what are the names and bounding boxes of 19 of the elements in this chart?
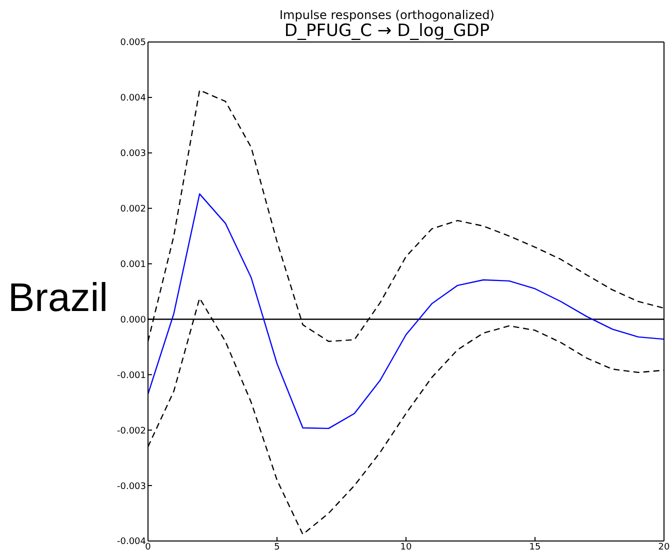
y-tick-label: -0.003 [116,482,146,492]
chart-title: Impulse responses (orthogonalized) [278,8,496,22]
y-tick-label: 0.001 [120,260,146,270]
line-series [148,193,664,430]
x-tick-label: 10 [400,542,412,552]
y-tick-label: -0.002 [116,426,146,436]
y-tick-label: 0.000 [120,315,146,326]
chart-subtitle: D_PFUG_C → D_log_GDP [284,21,490,41]
x-tick-label: 0 [145,542,152,552]
x-tick-label: 15 [529,542,541,552]
y-tick-label: -0.001 [116,370,146,381]
y-tick-label: 0.002 [120,204,146,215]
y-tick-label: -0.004 [116,537,146,548]
text: Brazil [8,276,108,321]
y-tick-label: 0.003 [120,149,146,160]
y-tick-label: 0.004 [120,94,146,104]
x-tick-label: 20 [658,542,670,552]
y-tick-label: 0.005 [120,38,146,48]
x-tick-label: 5 [274,542,280,552]
